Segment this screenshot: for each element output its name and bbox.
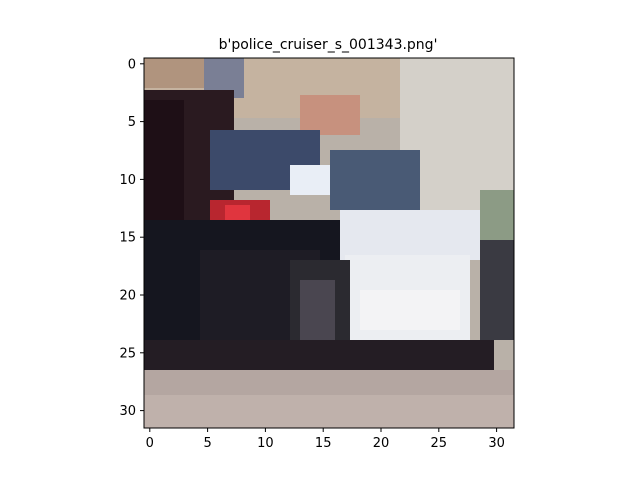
- y-tick: 30: [119, 404, 144, 419]
- y-tick-label: 20: [119, 289, 136, 304]
- x-tick: 25: [431, 428, 448, 451]
- x-tick-label: 10: [257, 436, 274, 451]
- x-tick-label: 5: [203, 436, 211, 451]
- x-tick: 20: [373, 428, 390, 451]
- x-tick-label: 15: [315, 436, 332, 451]
- x-tick-label: 20: [373, 436, 390, 451]
- y-tick: 0: [128, 57, 144, 72]
- x-axis: 0 5 10 15 20 25 30: [146, 428, 505, 451]
- x-tick: 0: [146, 428, 154, 451]
- y-tick-label: 10: [119, 173, 136, 188]
- plot-title: b'police_cruiser_s_001343.png': [219, 37, 438, 53]
- y-axis: 0 5 10 15 20 25 30: [119, 57, 144, 419]
- x-tick: 10: [257, 428, 274, 451]
- image-area: [143, 57, 515, 429]
- y-tick: 5: [128, 115, 144, 130]
- y-tick-label: 5: [128, 115, 136, 130]
- x-tick-label: 25: [431, 436, 448, 451]
- y-tick: 15: [119, 231, 144, 246]
- y-tick: 20: [119, 289, 144, 304]
- y-tick-label: 25: [119, 346, 136, 361]
- y-tick-label: 15: [119, 231, 136, 246]
- x-tick-label: 0: [146, 436, 154, 451]
- y-tick: 10: [119, 173, 144, 188]
- x-tick-label: 30: [488, 436, 505, 451]
- x-tick: 15: [315, 428, 332, 451]
- x-tick: 30: [488, 428, 505, 451]
- y-tick-label: 0: [128, 57, 136, 72]
- y-tick-label: 30: [119, 404, 136, 419]
- y-tick: 25: [119, 346, 144, 361]
- x-tick: 5: [203, 428, 212, 451]
